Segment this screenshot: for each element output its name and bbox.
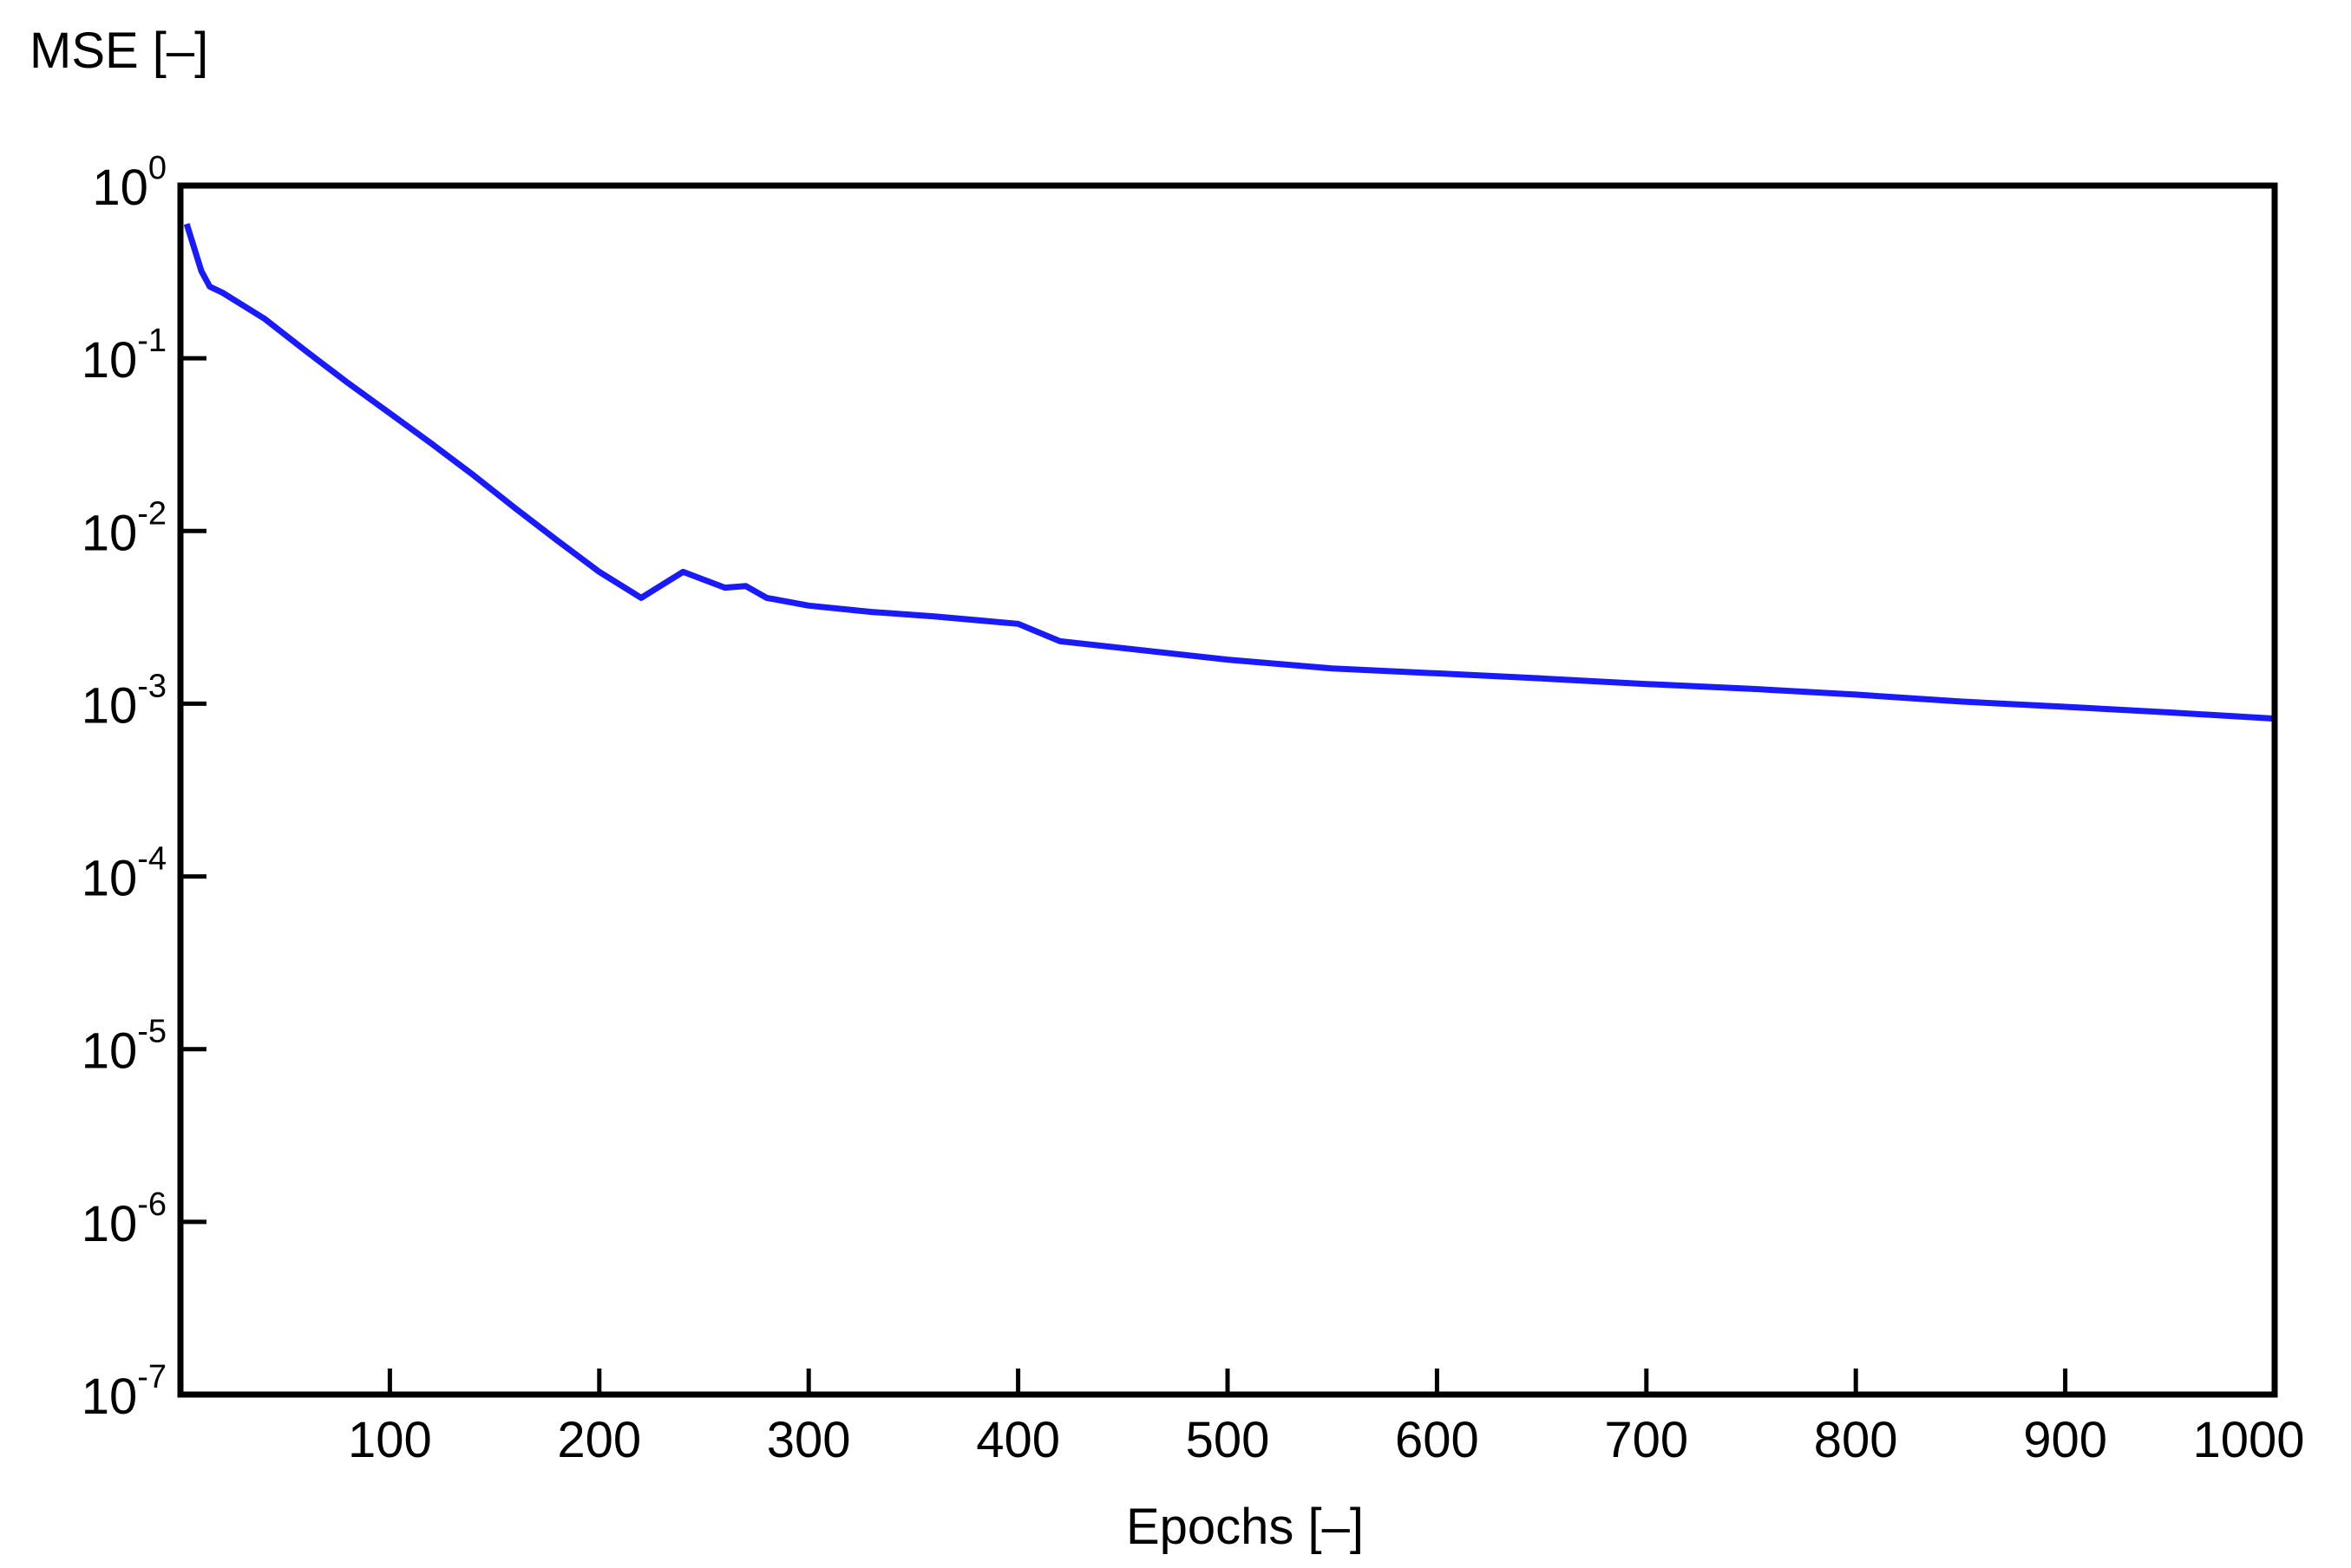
x-tick-label: 700 — [1604, 1412, 1688, 1468]
y-tick-label: 10-7 — [82, 1359, 167, 1425]
y-tick-label: 10-4 — [82, 841, 167, 907]
x-tick-label: 200 — [557, 1412, 641, 1468]
y-tick-label: 10-1 — [82, 323, 167, 389]
x-axis-title: Epochs [–] — [1126, 1499, 1364, 1555]
y-axis: 100 10-1 10-2 10-3 10-4 10-5 10-6 10-7 — [82, 150, 206, 1425]
y-axis-title: MSE [–] — [29, 23, 208, 79]
x-tick-label: 100 — [348, 1412, 432, 1468]
y-tick-label: 10-5 — [82, 1014, 167, 1080]
x-tick-label: 600 — [1395, 1412, 1479, 1468]
x-tick-label: 500 — [1186, 1412, 1270, 1468]
y-tick-label: 10-3 — [82, 668, 167, 734]
x-tick-label: 1000 — [2192, 1412, 2304, 1468]
mse-series-line — [183, 223, 2276, 722]
y-tick-label: 100 — [92, 150, 167, 216]
x-tick-label: 400 — [976, 1412, 1060, 1468]
x-tick-label: 900 — [2023, 1412, 2107, 1468]
y-tick-label: 10-2 — [82, 495, 167, 561]
plot-frame — [177, 182, 2278, 1398]
x-tick-label: 800 — [1814, 1412, 1898, 1468]
x-axis: 100 200 300 400 500 600 700 800 900 1000 — [348, 1369, 2305, 1468]
x-tick-label: 300 — [767, 1412, 851, 1468]
y-tick-label: 10-6 — [82, 1186, 167, 1252]
series-layer — [183, 223, 2276, 722]
